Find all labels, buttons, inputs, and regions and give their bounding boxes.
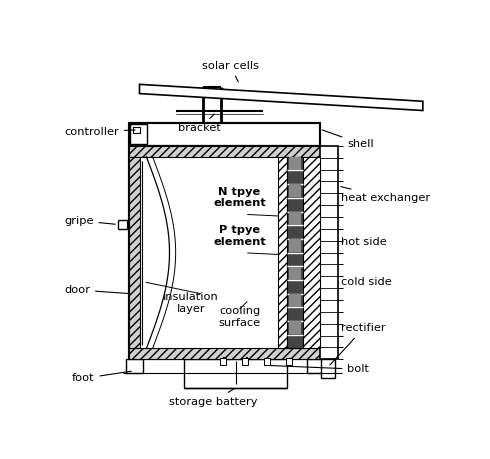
Polygon shape	[140, 84, 423, 111]
Text: door: door	[64, 285, 130, 295]
Bar	[289, 212, 301, 225]
Text: insulation
layer: insulation layer	[163, 292, 219, 314]
Bar	[289, 239, 301, 252]
Bar	[307, 359, 323, 373]
Bar	[289, 185, 301, 197]
Bar	[289, 267, 301, 280]
Bar	[220, 358, 226, 365]
Text: bolt: bolt	[270, 364, 369, 374]
Text: storage battery: storage battery	[169, 389, 258, 407]
Bar	[289, 294, 301, 307]
Bar	[129, 123, 319, 146]
Bar	[125, 359, 143, 373]
Bar	[303, 157, 319, 348]
Bar	[140, 157, 278, 348]
Text: gripe: gripe	[64, 216, 115, 226]
Bar	[133, 127, 140, 133]
Bar	[130, 124, 147, 145]
Bar	[129, 146, 319, 157]
Bar	[129, 146, 319, 359]
Bar	[278, 157, 287, 348]
Bar	[319, 146, 338, 359]
Text: N tpye
element: N tpye element	[213, 187, 266, 208]
Bar	[129, 348, 319, 359]
Text: hot side: hot side	[338, 237, 387, 247]
Text: controller: controller	[64, 127, 135, 137]
Bar	[242, 358, 248, 365]
Text: P tpye
element: P tpye element	[213, 225, 266, 247]
Text: foot: foot	[72, 371, 131, 383]
Text: solar cells: solar cells	[202, 61, 259, 82]
Bar	[264, 358, 270, 365]
Bar	[321, 359, 335, 379]
Text: cooling
surface: cooling surface	[219, 306, 261, 328]
Text: bracket: bracket	[178, 114, 221, 133]
Text: cold side: cold side	[338, 277, 392, 287]
Text: rectifier: rectifier	[330, 324, 386, 365]
Bar	[286, 358, 292, 365]
Bar	[129, 157, 140, 348]
Text: heat exchanger: heat exchanger	[341, 187, 430, 202]
Bar	[289, 321, 301, 334]
Bar	[287, 157, 303, 348]
Bar	[289, 157, 301, 170]
Text: shell: shell	[322, 130, 374, 149]
Bar	[184, 359, 287, 388]
